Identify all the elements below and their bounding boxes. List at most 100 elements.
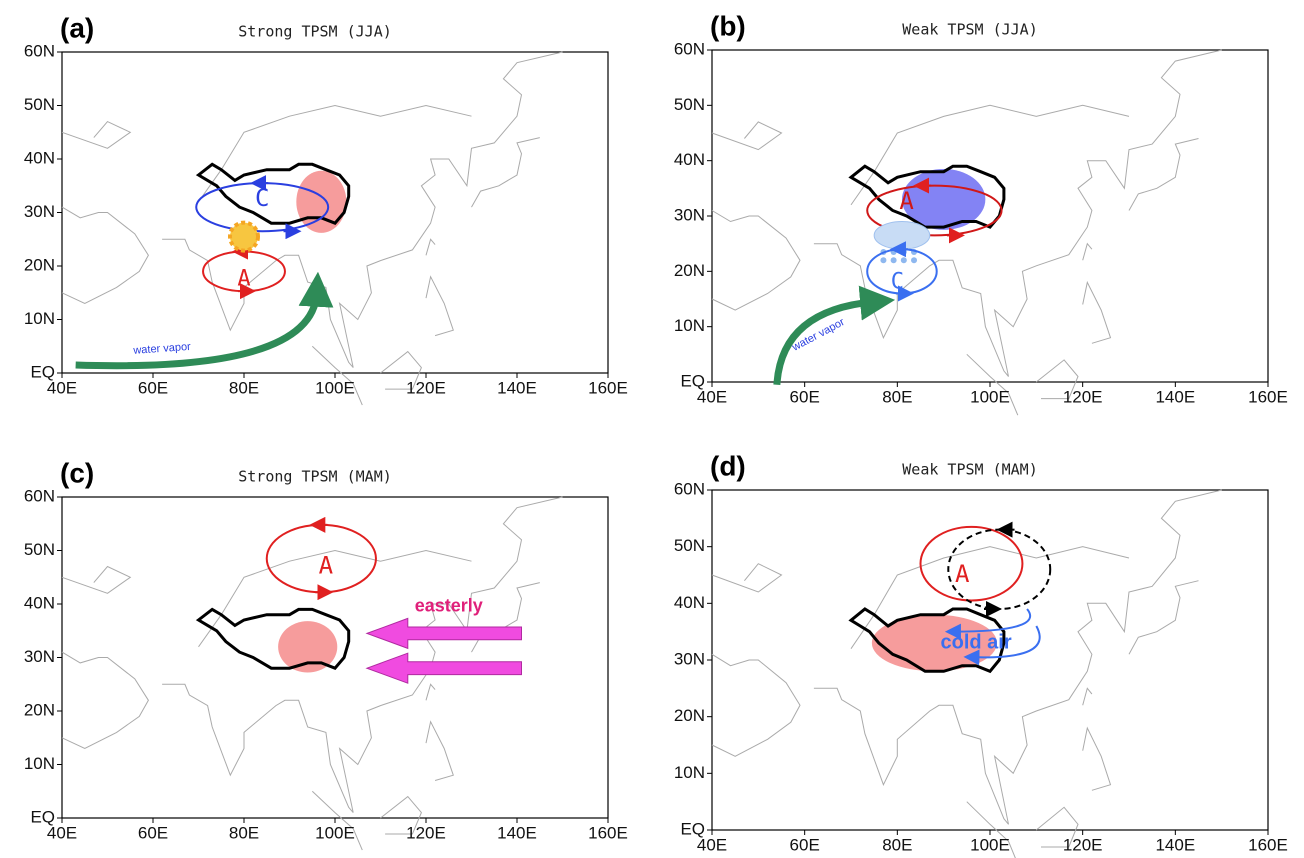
annotation: A bbox=[319, 552, 334, 580]
cold-air-arrow bbox=[944, 608, 1032, 640]
coastline bbox=[1035, 359, 1079, 400]
lat-label: EQ bbox=[680, 371, 705, 390]
coastline bbox=[425, 238, 436, 256]
lat-label: 30N bbox=[24, 202, 55, 221]
lat-label: 10N bbox=[24, 309, 55, 328]
map-panel: EQ 10N 20N 30N 40N 50N 60N 40E 60E 80E 100E 120E 140… bbox=[674, 10, 1288, 416]
lon-label: 120E bbox=[1063, 387, 1103, 406]
panel-title: Strong TPSM (MAM) bbox=[238, 468, 392, 486]
plateau-outline bbox=[848, 164, 1006, 229]
lat-label: 40N bbox=[24, 593, 55, 612]
lat-label: 50N bbox=[674, 536, 705, 555]
lon-label: 160E bbox=[1248, 387, 1288, 406]
coastline bbox=[850, 546, 1130, 649]
coastline bbox=[311, 345, 363, 406]
wind-arrow bbox=[365, 652, 522, 684]
lat-label: 40N bbox=[24, 148, 55, 167]
lat-label: 20N bbox=[674, 706, 705, 725]
coastline bbox=[311, 790, 363, 851]
anomaly-shading bbox=[296, 170, 347, 233]
map-panel: EQ 10N 20N 30N 40N 50N 60N 40E 60E 80E 100E 120E 140… bbox=[24, 12, 628, 406]
rain-drop bbox=[880, 257, 887, 264]
lat-label: 10N bbox=[674, 763, 705, 782]
circulation bbox=[919, 525, 1024, 602]
coastline bbox=[711, 210, 801, 311]
lat-label: 20N bbox=[24, 700, 55, 719]
lon-label: 80E bbox=[229, 378, 259, 397]
coastline bbox=[198, 104, 472, 203]
circulation bbox=[866, 184, 1003, 237]
annotation: C bbox=[255, 184, 269, 212]
lon-label: 100E bbox=[315, 378, 355, 397]
anomaly-shading bbox=[278, 621, 338, 673]
lon-label: 140E bbox=[497, 823, 537, 842]
coastline bbox=[1082, 687, 1093, 706]
lat-label: EQ bbox=[30, 362, 55, 381]
annotation: A bbox=[955, 560, 970, 588]
map-panel: EQ 10N 20N 30N 40N 50N 60N 40E 60E 80E 100E 120E 140… bbox=[674, 450, 1288, 858]
coastline bbox=[1082, 280, 1112, 344]
lat-label: 20N bbox=[674, 261, 705, 280]
annotation: water vapor bbox=[132, 341, 192, 357]
sun-icon bbox=[228, 220, 260, 253]
plateau-outline bbox=[195, 162, 351, 225]
lon-label: 100E bbox=[315, 823, 355, 842]
annotation: A bbox=[899, 187, 914, 215]
coastline bbox=[380, 795, 422, 835]
coastline bbox=[198, 549, 472, 648]
lon-label: 120E bbox=[406, 378, 446, 397]
coastline bbox=[425, 275, 454, 337]
coastline bbox=[61, 651, 149, 750]
lon-label: 140E bbox=[1155, 387, 1195, 406]
plateau-outline bbox=[195, 607, 351, 670]
coastline bbox=[813, 489, 1222, 825]
lat-label: EQ bbox=[680, 819, 705, 838]
lon-label: 60E bbox=[138, 378, 168, 397]
coastline bbox=[1035, 806, 1079, 848]
coastline bbox=[425, 720, 454, 781]
panel-label: (b) bbox=[710, 10, 746, 41]
coastline bbox=[1082, 726, 1112, 791]
lon-label: 160E bbox=[588, 823, 628, 842]
cloud-icon bbox=[873, 221, 931, 250]
coastline bbox=[1128, 138, 1199, 211]
lon-label: 120E bbox=[406, 823, 446, 842]
panel-label: (c) bbox=[60, 457, 94, 488]
lon-label: 160E bbox=[1248, 835, 1288, 854]
lon-label: 60E bbox=[790, 835, 820, 854]
lat-label: 60N bbox=[24, 41, 55, 60]
lon-label: 80E bbox=[882, 835, 912, 854]
wind-arrow bbox=[365, 617, 522, 650]
rain-drop bbox=[900, 257, 907, 264]
coastline bbox=[711, 563, 783, 593]
panel-title: Strong TPSM (JJA) bbox=[238, 23, 392, 41]
coastline bbox=[61, 206, 149, 304]
moisture-arrow bbox=[75, 271, 334, 370]
coastline bbox=[61, 120, 132, 149]
lon-label: 40E bbox=[697, 387, 727, 406]
coastline bbox=[61, 565, 132, 594]
lat-label: 60N bbox=[674, 479, 705, 498]
panel-title: Weak TPSM (MAM) bbox=[902, 461, 1037, 479]
panel-label: (d) bbox=[710, 450, 746, 481]
lon-label: 80E bbox=[229, 823, 259, 842]
coastline bbox=[162, 51, 563, 368]
coastline bbox=[966, 801, 1016, 858]
lat-label: 30N bbox=[674, 205, 705, 224]
rain-drop bbox=[890, 257, 897, 264]
lon-label: 140E bbox=[497, 378, 537, 397]
lon-label: 100E bbox=[970, 835, 1010, 854]
lon-label: 60E bbox=[790, 387, 820, 406]
lon-label: 140E bbox=[1155, 835, 1195, 854]
lon-label: 160E bbox=[588, 378, 628, 397]
coastline bbox=[711, 653, 801, 757]
panel-label: (a) bbox=[60, 12, 94, 43]
lat-label: 50N bbox=[24, 540, 55, 559]
lon-label: 120E bbox=[1063, 835, 1103, 854]
coastline bbox=[380, 350, 422, 390]
coastline bbox=[1082, 242, 1093, 261]
coastline bbox=[966, 353, 1019, 416]
lat-label: 30N bbox=[24, 647, 55, 666]
